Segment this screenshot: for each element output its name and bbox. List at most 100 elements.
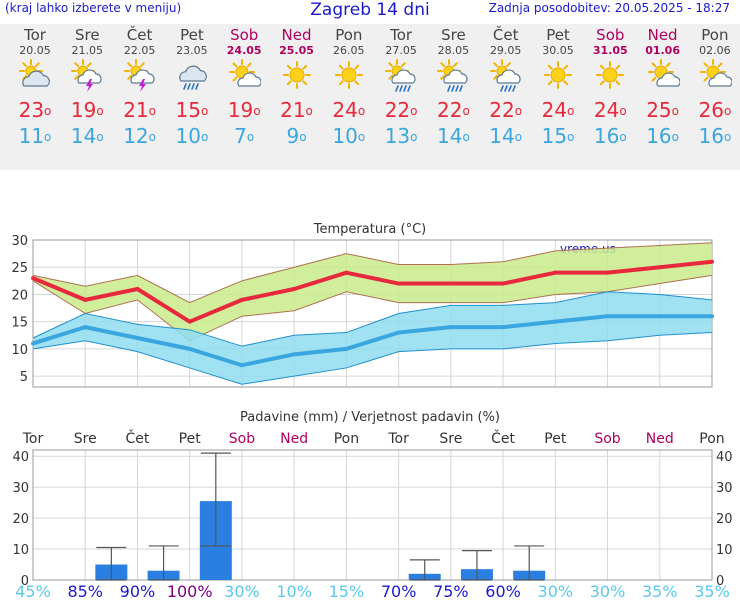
y-tick-label: 30 bbox=[12, 481, 29, 496]
y-tick-label-right: 20 bbox=[716, 512, 733, 527]
precip-probability: 10% bbox=[276, 582, 312, 600]
max-temp: 24o bbox=[593, 98, 627, 122]
day-column[interactable]: Ned 01.06 25o 16o bbox=[637, 26, 689, 149]
day-column[interactable]: Pon 26.05 24o 10o bbox=[323, 26, 375, 149]
day-column[interactable]: Pet 30.05 24o 15o bbox=[532, 26, 584, 149]
precip-probability: 90% bbox=[120, 582, 156, 600]
precip-probability: 30% bbox=[590, 582, 626, 600]
day-date: 27.05 bbox=[385, 44, 417, 57]
precip-probability: 30% bbox=[224, 582, 260, 600]
max-temp: 19o bbox=[70, 98, 104, 122]
sun-icon bbox=[323, 59, 375, 95]
plot-frame bbox=[32, 449, 713, 581]
min-temp-point bbox=[448, 325, 453, 330]
precip-probability: 85% bbox=[67, 582, 103, 600]
max-band-upper bbox=[32, 242, 713, 304]
day-name: Sob bbox=[230, 26, 259, 44]
x-tick-label: Čet bbox=[491, 429, 515, 447]
last-update: Zadnja posodobitev: 20.05.2025 - 18:27 bbox=[488, 1, 730, 15]
y-tick-label-right: 10 bbox=[716, 543, 733, 558]
x-tick-label: Pet bbox=[179, 431, 202, 447]
min-temp-point bbox=[31, 341, 35, 346]
precip-probability: 70% bbox=[381, 582, 417, 600]
max-temp-point bbox=[344, 270, 349, 275]
max-temp-line bbox=[32, 259, 713, 324]
sun-cloud-rain-icon bbox=[427, 59, 479, 95]
max-temp: 22o bbox=[436, 98, 470, 122]
day-date: 02.06 bbox=[699, 44, 731, 57]
precipitation-chart: 0 0 10 10 20 20 30 30 40 40 Padavine (mm) / Verjet… bbox=[12, 410, 733, 600]
day-date: 25.05 bbox=[279, 44, 314, 57]
x-tick-label: Sob bbox=[229, 431, 255, 447]
day-date: 26.05 bbox=[333, 44, 365, 57]
min-temp-point bbox=[239, 363, 244, 368]
day-name: Pon bbox=[335, 26, 363, 44]
max-temp-point bbox=[605, 270, 610, 275]
chart-title: Temperatura (°C) bbox=[313, 222, 426, 237]
day-date: 28.05 bbox=[437, 44, 470, 57]
day-column[interactable]: Pet 23.05 15o 10o bbox=[166, 26, 218, 149]
min-temp-point bbox=[187, 346, 192, 351]
precip-probability: 35% bbox=[642, 582, 678, 600]
precip-probability: 30% bbox=[538, 582, 574, 600]
day-column[interactable]: Tor 27.05 22o 13o bbox=[375, 26, 427, 149]
max-temp-point bbox=[292, 287, 297, 291]
max-temp-point bbox=[135, 287, 140, 291]
day-column[interactable]: Ned 25.05 21o 9o bbox=[271, 26, 323, 149]
y-tick-label: 30 bbox=[11, 234, 28, 249]
day-column[interactable]: Tor 20.05 23o 11o bbox=[9, 26, 61, 149]
max-temp: 19o bbox=[227, 98, 261, 122]
x-tick-label: Sob bbox=[594, 431, 620, 447]
day-date: 29.05 bbox=[489, 44, 522, 57]
max-temp: 22o bbox=[384, 98, 418, 122]
location-note[interactable]: (kraj lahko izberete v meniju) bbox=[5, 1, 182, 15]
max-band-lower bbox=[32, 274, 713, 342]
min-temp: 14o bbox=[436, 124, 470, 148]
day-column[interactable]: Pon 02.06 26o 16o bbox=[689, 26, 740, 149]
day-column[interactable]: Sob 31.05 24o 16o bbox=[584, 26, 636, 149]
day-column[interactable]: Sre 28.05 22o 14o bbox=[427, 26, 479, 149]
min-temp-band bbox=[33, 291, 712, 385]
day-name: Čet bbox=[492, 26, 519, 44]
day-column[interactable]: Čet 29.05 22o 14o bbox=[480, 26, 532, 149]
day-name: Tor bbox=[390, 26, 413, 44]
max-temp-point bbox=[187, 319, 192, 324]
x-tick-label: Pet bbox=[544, 431, 567, 447]
min-band-lower bbox=[32, 332, 713, 385]
y-tick-label-right: 40 bbox=[716, 450, 733, 465]
max-temp-point bbox=[657, 265, 662, 270]
y-tick-label: 15 bbox=[11, 316, 28, 331]
precip-probability: 15% bbox=[329, 582, 365, 600]
day-column[interactable]: Sob 24.05 19o 7o bbox=[218, 26, 270, 149]
day-name: Pet bbox=[546, 26, 570, 44]
max-temp: 25o bbox=[646, 98, 679, 122]
x-tick-label: Pon bbox=[699, 431, 724, 447]
max-temp: 21o bbox=[280, 98, 313, 122]
max-temp: 22o bbox=[489, 98, 523, 122]
max-temp-point bbox=[448, 281, 453, 286]
day-column[interactable]: Sre 21.05 19o 14o bbox=[61, 26, 113, 149]
sun-cloud-icon bbox=[637, 59, 689, 95]
max-temp: 23o bbox=[18, 98, 52, 122]
precip-probability: 35% bbox=[694, 582, 730, 600]
x-tick-label: Sre bbox=[439, 431, 462, 447]
sun-icon bbox=[271, 59, 323, 95]
day-date: 01.06 bbox=[645, 44, 680, 57]
y-tick-label: 0 bbox=[21, 574, 29, 589]
min-temp-point bbox=[501, 325, 506, 330]
min-temp: 13o bbox=[384, 124, 418, 148]
y-tick-label-right: 30 bbox=[716, 481, 733, 496]
min-temp: 10o bbox=[175, 124, 209, 148]
sun-cloud-rain-icon bbox=[480, 59, 532, 95]
day-column[interactable]: Čet 22.05 21o 12o bbox=[114, 26, 166, 149]
y-tick-label: 20 bbox=[11, 288, 28, 303]
max-temp-point bbox=[710, 259, 714, 264]
day-name: Tor bbox=[24, 26, 46, 44]
cloud-rain-icon bbox=[166, 59, 218, 95]
daily-forecast-band bbox=[0, 24, 740, 170]
x-tick-label: Pon bbox=[334, 431, 359, 447]
precip-probability: 45% bbox=[15, 582, 51, 600]
day-date: 20.05 bbox=[19, 44, 51, 57]
sun-cloud-icon bbox=[689, 59, 740, 95]
